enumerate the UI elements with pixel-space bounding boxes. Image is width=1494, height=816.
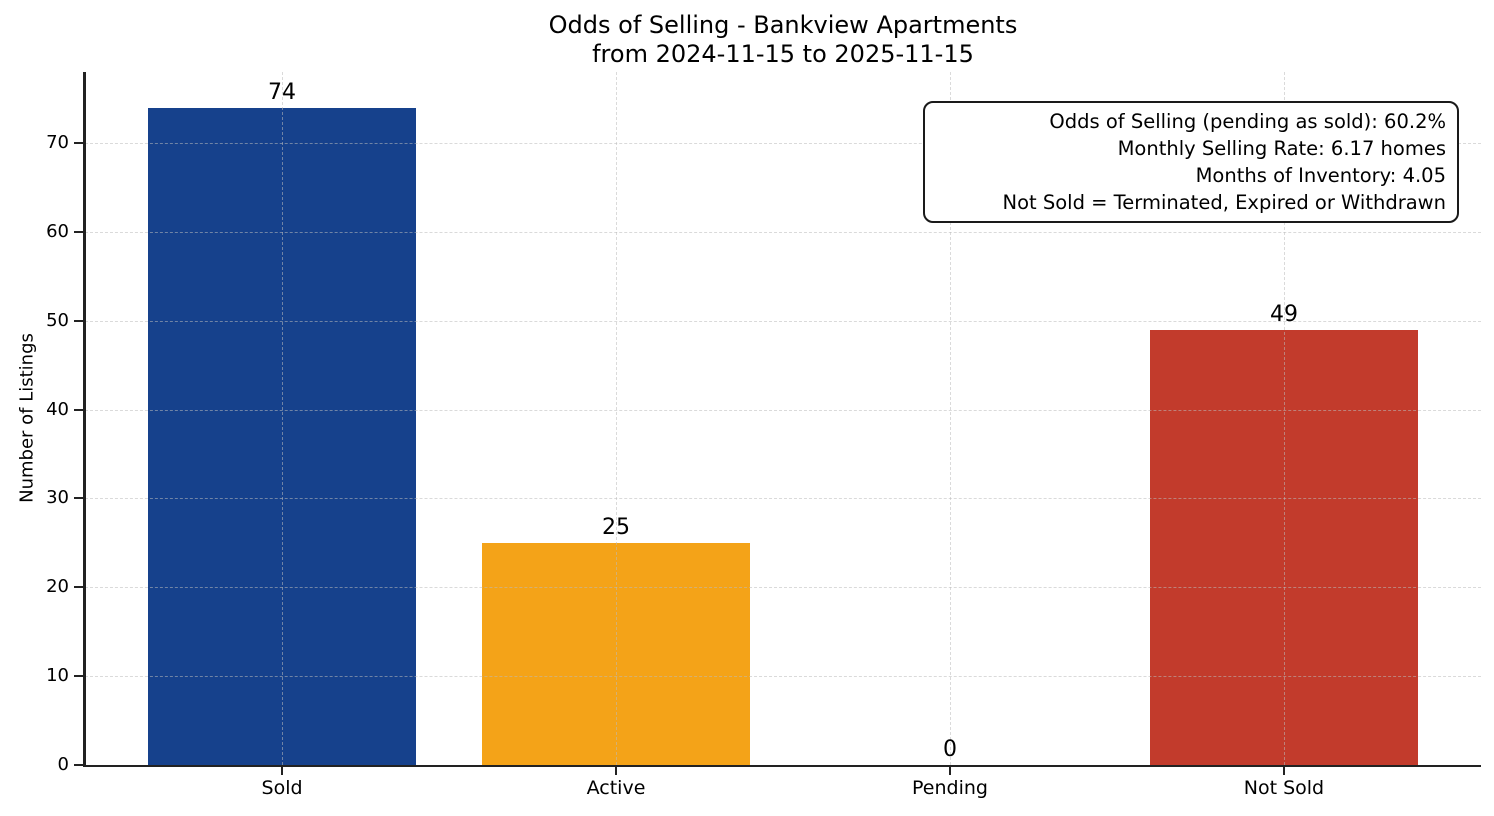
y-tick-mark — [74, 408, 83, 411]
y-tick-label: 70 — [46, 132, 69, 154]
x-tick-label: Not Sold — [1243, 777, 1325, 799]
chart-title: Odds of Selling - Bankview Apartments fr… — [85, 11, 1481, 69]
y-tick-label: 30 — [46, 487, 69, 509]
y-tick-mark — [74, 230, 83, 233]
y-tick-mark — [74, 586, 83, 589]
y-tick-label: 0 — [57, 754, 69, 775]
y-tick-mark — [74, 142, 83, 145]
y-axis-spine — [83, 72, 86, 765]
y-tick-mark — [74, 675, 83, 678]
gridline-horizontal — [85, 409, 1481, 411]
annotation-box: Odds of Selling (pending as sold): 60.2%… — [923, 101, 1459, 223]
gridline-vertical — [616, 72, 617, 765]
gridline-vertical — [282, 72, 284, 765]
x-tick-mark — [1282, 766, 1285, 775]
gridline-horizontal — [85, 498, 1481, 500]
gridline-horizontal — [85, 676, 1481, 678]
x-tick-mark — [948, 766, 951, 775]
bar-value-label: 74 — [268, 79, 297, 105]
y-tick-mark — [74, 319, 83, 322]
x-tick-label: Sold — [261, 777, 303, 799]
chart-title-line2: from 2024-11-15 to 2025-11-15 — [592, 40, 974, 68]
x-tick-label: Active — [586, 777, 646, 799]
annotation-line-monthly-rate: Monthly Selling Rate: 6.17 homes — [1117, 137, 1446, 160]
plot-area: 74 25 0 49 0 10 20 30 40 50 60 70 Sold Active Pending… — [46, 72, 1481, 799]
chart-title-line1: Odds of Selling - Bankview Apartments — [548, 11, 1018, 39]
annotation-line-inventory: Months of Inventory: 4.05 — [1195, 164, 1446, 187]
x-tick-label: Pending — [912, 777, 988, 799]
y-tick-label: 50 — [46, 309, 69, 331]
gridline-vertical — [1283, 72, 1285, 765]
y-tick-label: 60 — [46, 220, 69, 242]
gridline-vertical — [949, 72, 951, 765]
bar-value-label: 49 — [1269, 301, 1298, 327]
y-tick-label: 10 — [46, 665, 69, 687]
bar-value-label: 25 — [602, 514, 630, 540]
x-tick-mark — [281, 766, 284, 775]
gridline-horizontal — [85, 320, 1481, 322]
x-axis-spine — [83, 764, 1481, 767]
bar-not-sold — [1150, 329, 1418, 765]
y-tick-mark — [74, 497, 83, 500]
annotation-line-not-sold-def: Not Sold = Terminated, Expired or Withdr… — [1002, 191, 1446, 214]
y-tick-mark — [74, 764, 83, 766]
y-tick-label: 40 — [46, 398, 69, 420]
gridline-horizontal — [85, 143, 1481, 145]
gridline-horizontal — [85, 587, 1481, 589]
x-tick-mark — [615, 766, 617, 775]
gridline-horizontal — [85, 231, 1481, 233]
bar-value-label: 0 — [942, 737, 957, 762]
y-tick-label: 20 — [46, 576, 69, 598]
annotation-line-odds: Odds of Selling (pending as sold): 60.2% — [1049, 110, 1446, 133]
